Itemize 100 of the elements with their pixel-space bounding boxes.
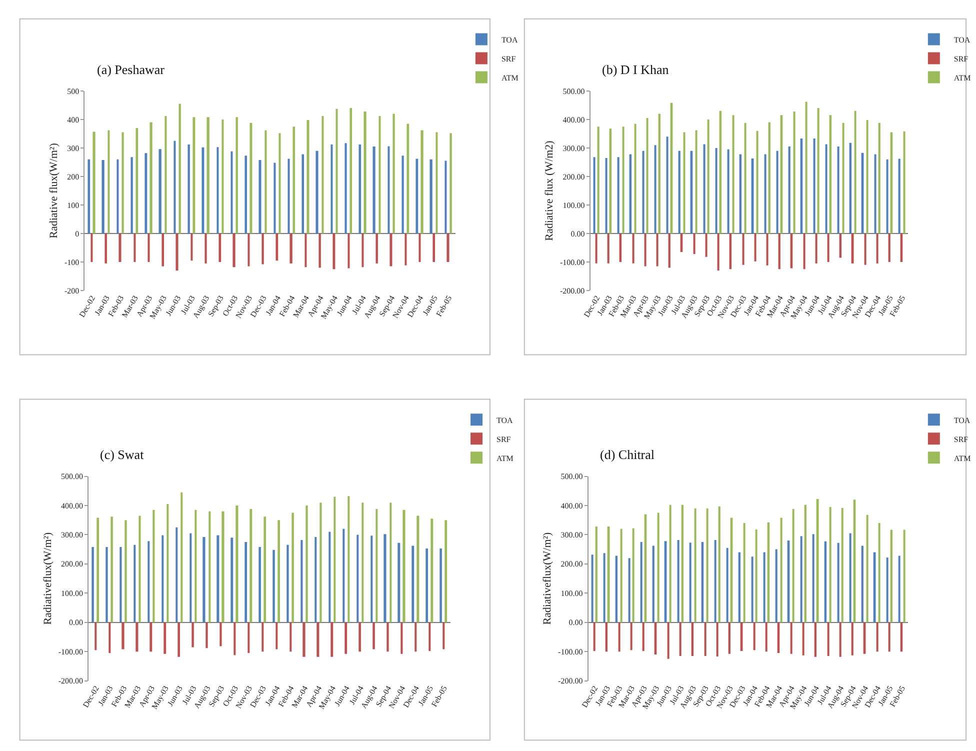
y-tick-label: 100.00 [562,200,585,210]
bar [372,146,376,234]
bar [384,534,386,622]
legend-label: TOA [501,35,518,44]
y-tick-label: 300.00 [562,144,585,153]
bar [278,520,280,622]
bar [378,116,381,234]
bar [739,154,742,234]
bar [194,510,197,622]
bar [426,548,428,622]
bar [756,130,758,234]
bar [430,159,432,234]
y-tick-label: 400 [67,115,80,124]
bar [188,144,190,234]
bar [861,546,864,622]
bar [336,108,338,234]
bar [178,104,181,234]
bar [176,234,178,271]
bar [244,542,248,622]
bar [206,117,210,234]
bar [827,622,830,656]
bar [683,132,686,234]
bar [642,150,644,234]
bar [841,508,844,622]
bar [790,622,792,654]
bar [278,133,281,234]
bar [88,159,90,234]
bar [222,511,224,622]
bar [788,146,790,234]
bar [302,622,306,657]
bar [732,115,734,234]
bar [815,234,818,264]
y-tick-label: 100 [67,200,80,210]
y-tick-label: 500.00 [562,86,585,96]
bar [350,108,352,234]
y-tick-label: -100.00 [558,647,583,656]
bar [642,622,644,651]
y-tick-label: 0.00 [570,229,585,238]
y-tick-label: 400.00 [61,501,84,510]
bar [728,622,730,654]
bar [166,504,169,622]
bar [418,234,421,262]
legend-label: SRF [954,54,969,64]
y-tick-label: 0.00 [69,618,84,628]
bar [620,528,622,622]
y-tick-label: 100.00 [560,588,583,598]
bar [150,622,152,652]
bar [436,132,438,234]
bar [190,533,192,622]
chart-title: (a) Peshawar [97,62,166,77]
bar [236,117,238,234]
bar [348,234,350,268]
bar [849,533,852,622]
bar [402,510,406,622]
bar [92,546,94,622]
bar [96,518,99,622]
bar [603,553,606,622]
bar [250,122,252,234]
bar [190,234,193,261]
bar [400,622,403,654]
bar [134,544,136,622]
bar [276,622,278,650]
bar [705,234,708,257]
bar [414,622,417,652]
bar [94,622,97,650]
bar [332,234,336,270]
bar [364,111,366,234]
bar [827,234,830,262]
y-tick-label: 300.00 [61,530,84,540]
bar [446,234,450,262]
bar [192,622,194,648]
bar [222,119,224,234]
y-axis-title: Radiativeflux(W/m²) [542,532,554,625]
bar [248,234,250,266]
bar [632,528,634,622]
y-axis-title: Radiative flux (W/m2) [544,140,556,241]
bar [108,622,111,654]
bar [890,530,893,622]
bar [866,514,868,622]
bar [334,496,336,622]
bar [264,516,266,622]
bar [646,118,648,234]
y-tick-label: 400.00 [560,501,583,510]
bar [248,622,250,654]
bar [330,622,334,657]
bar [104,234,107,264]
bar [262,622,264,652]
bar [174,140,176,234]
y-tick-label: 500.00 [61,472,84,482]
bar [775,549,778,622]
legend-label: ATM [954,73,971,82]
bar [593,622,596,651]
bar [388,146,390,234]
bar [314,537,317,622]
legend-label: SRF [501,54,516,64]
bar [678,150,680,234]
bar [706,508,708,622]
bar [216,147,219,234]
bar [814,622,817,657]
bar [718,506,720,622]
